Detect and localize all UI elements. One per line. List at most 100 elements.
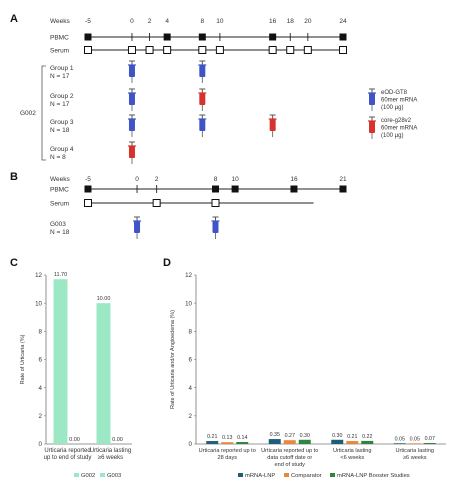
weeks-label-b: Weeks xyxy=(50,176,70,183)
d-category-label-1-2: end of study xyxy=(275,462,306,468)
syringe-a-2-1 xyxy=(198,114,207,137)
d-legend-label-2: mRNA-LNP Booster Studies xyxy=(337,473,410,479)
serum-label-b: Serum xyxy=(50,201,69,208)
legend-text-a-0-2: (100 µg) xyxy=(381,105,403,111)
syringe-b-0-1-barrel xyxy=(212,221,219,233)
d-data-label-1-2: 0.30 xyxy=(300,433,310,439)
week-tick-a-4: 8 xyxy=(200,18,204,25)
week-tick-a-3: 4 xyxy=(165,18,169,25)
week-tick-a-7: 18 xyxy=(287,18,295,25)
c-ytick-1: 2 xyxy=(39,413,43,420)
pbmc-sample-a-1 xyxy=(163,33,171,41)
legend-text-a-1-1: 60mer mRNA xyxy=(381,126,417,132)
d-category-label-0-1: 28 days xyxy=(217,455,237,461)
d-bar-1-0 xyxy=(268,439,281,444)
legend-text-a-1-0: core-g28v2 xyxy=(381,118,412,124)
d-data-label-0-2: 0.14 xyxy=(237,435,247,441)
serum-sample-a-8 xyxy=(303,46,312,54)
pbmc-sample-b-4 xyxy=(339,185,347,193)
legend-syringe-a-1-barrel xyxy=(369,121,375,133)
d-data-label-0-0: 0.21 xyxy=(207,434,217,440)
serum-sample-b-0 xyxy=(84,199,92,207)
c-legend-label-0: G002 xyxy=(81,473,95,479)
study-label-a: G002 xyxy=(20,110,36,117)
d-bar-0-0 xyxy=(206,441,219,444)
legend-syringe-a-0-barrel xyxy=(369,93,375,105)
d-legend-swatch-2 xyxy=(330,473,335,477)
syringe-a-0-0-barrel xyxy=(128,65,135,77)
week-tick-a-6: 16 xyxy=(269,18,277,25)
d-data-label-3-2: 0.07 xyxy=(425,436,435,442)
group-name-a-2: Group 3 xyxy=(50,119,74,126)
serum-sample-a-7 xyxy=(286,46,295,54)
group-name-a-0: Group 1 xyxy=(50,65,74,72)
week-tick-b-6: 21 xyxy=(339,176,347,183)
c-ytick-5: 10 xyxy=(35,300,42,307)
c-bar-1-0 xyxy=(96,303,111,444)
c-ytick-0: 0 xyxy=(39,441,43,448)
c-y-axis-label: Rate of Urticaria (%) xyxy=(20,334,26,384)
week-tick-a-9: 24 xyxy=(339,18,347,25)
serum-sample-a-5 xyxy=(215,46,224,54)
c-legend-label-1: G003 xyxy=(107,473,121,479)
group-n-a-1: N = 17 xyxy=(50,101,70,108)
serum-sample-b-1 xyxy=(152,199,161,207)
c-legend-swatch-1 xyxy=(100,473,105,477)
pbmc-sample-a-3 xyxy=(269,33,277,41)
legend-text-a-0-1: 60mer mRNA xyxy=(381,98,417,104)
group-name-a-1: Group 2 xyxy=(50,93,74,100)
c-category-label-0-0: Urticaria reported xyxy=(44,448,90,454)
syringe-a-1-1-barrel xyxy=(199,93,206,105)
syringe-a-2-1-barrel xyxy=(199,119,206,131)
serum-sample-a-9 xyxy=(339,46,347,54)
c-data-label-0-1: 0.00 xyxy=(69,437,80,443)
c-legend-swatch-0 xyxy=(74,473,79,477)
d-bar-2-1 xyxy=(346,441,359,444)
c-ytick-2: 4 xyxy=(39,385,43,392)
serum-sample-a-6 xyxy=(268,46,277,54)
week-tick-a-1: 0 xyxy=(130,18,134,25)
pbmc-sample-b-2 xyxy=(231,185,239,193)
d-category-label-0-0: Urticaria reported up to xyxy=(199,448,256,454)
c-category-label-1-0: Urticaria lasting xyxy=(90,448,131,454)
syringe-a-0-1 xyxy=(198,60,207,83)
syringe-a-2-2 xyxy=(268,114,277,137)
d-bar-0-2 xyxy=(236,442,249,444)
week-tick-a-2: 2 xyxy=(148,18,152,25)
serum-sample-a-4 xyxy=(198,46,207,54)
panel-label-b: B xyxy=(10,171,18,183)
panel-label-c: C xyxy=(10,257,18,269)
week-tick-a-0: -5 xyxy=(85,18,91,25)
d-legend-swatch-0 xyxy=(238,473,243,477)
c-ytick-3: 6 xyxy=(39,357,43,364)
d-data-label-0-1: 0.13 xyxy=(222,435,232,441)
d-bar-3-0 xyxy=(393,443,406,444)
serum-sample-a-2 xyxy=(145,46,154,54)
d-ytick-4: 8 xyxy=(189,329,193,336)
d-ytick-3: 6 xyxy=(189,357,193,364)
d-category-label-1-0: Urticaria reported up to xyxy=(261,448,318,454)
pbmc-sample-b-1 xyxy=(212,185,219,193)
study-bracket-a xyxy=(41,65,46,161)
d-legend-label-1: Comparator xyxy=(291,473,322,479)
legend-text-a-1-2: (100 µg) xyxy=(381,133,403,139)
d-ytick-0: 0 xyxy=(189,441,193,448)
syringe-a-1-1 xyxy=(198,88,207,111)
syringe-a-0-0 xyxy=(127,60,136,83)
syringe-a-2-0 xyxy=(127,114,136,137)
c-category-label-1-1: ≥6 weeks xyxy=(98,455,123,461)
week-tick-b-1: 0 xyxy=(135,176,139,183)
weeks-label-a: Weeks xyxy=(50,18,70,25)
serum-sample-a-3 xyxy=(163,46,172,54)
d-bar-3-2 xyxy=(423,443,436,444)
d-data-label-2-0: 0.30 xyxy=(332,433,342,439)
group-name-b-0: G003 xyxy=(50,221,66,228)
bar-chart-d: 0 2 4 6 8 10 12 Rate of Urticaria and/or Angioe… xyxy=(170,272,446,479)
week-tick-b-5: 16 xyxy=(290,176,298,183)
d-bar-1-2 xyxy=(298,439,311,444)
d-legend-swatch-1 xyxy=(284,473,289,477)
panel-label-a: A xyxy=(10,13,18,25)
serum-sample-b-2 xyxy=(211,199,220,207)
